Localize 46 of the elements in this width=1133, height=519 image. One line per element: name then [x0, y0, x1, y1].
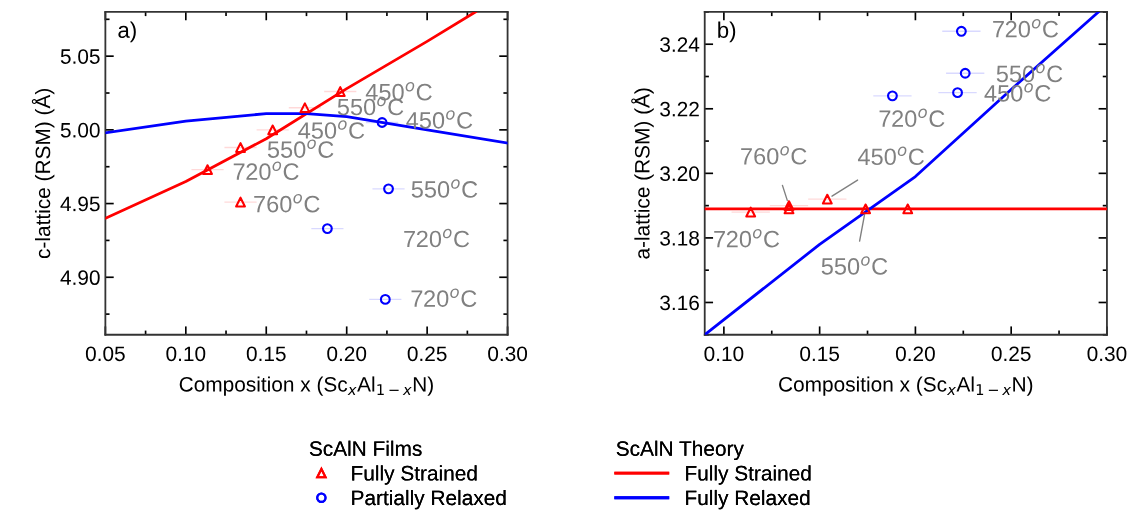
legend-label: Fully Relaxed	[686, 489, 810, 510]
y-tick-label: 3.24	[660, 37, 700, 52]
x-tick-label: 0.10	[166, 346, 206, 362]
legend-label: Fully Strained	[686, 465, 811, 485]
y-tick-label: 3.16	[660, 295, 699, 311]
y-axis-title: a-lattice (RSM) (Å)	[631, 88, 654, 259]
annotation: 760$^{o}$C	[741, 146, 807, 165]
text: ScAlN Theory	[616, 440, 744, 461]
annotation: 760$^{o}$C	[254, 193, 320, 213]
chart-title: a)	[118, 21, 136, 43]
y-tick-label: 3.22	[660, 101, 699, 117]
x-tick-label: 0.30	[1087, 346, 1127, 362]
annotation: 720$^{o}$C	[411, 288, 477, 307]
y-tick-label: 5.00	[60, 122, 100, 138]
x-axis-title: Composition x (Sc$_{x}$Al$_{1−x}$N)	[779, 376, 1033, 396]
annotation: 550$^{o}$C	[821, 256, 888, 275]
y-axis-title: c-lattice (RSM) (Å)	[31, 88, 55, 259]
annotation: 720$^{o}$C	[879, 108, 945, 128]
y-tick-label: 4.90	[60, 270, 100, 286]
y-tick-label: 5.05	[60, 49, 100, 64]
text: ScAlN Films	[309, 440, 422, 456]
annotation: 720$^{o}$C	[993, 19, 1059, 38]
annotation: 720$^{o}$C	[233, 161, 299, 181]
x-tick-label: 0.15	[800, 346, 840, 362]
x-tick-label: 0.30	[488, 346, 528, 362]
x-tick-label: 0.25	[991, 346, 1031, 362]
y-tick-label: 3.18	[660, 230, 699, 246]
chart-title: b)	[718, 21, 736, 43]
annotation: 450$^{o}$C	[406, 110, 473, 129]
x-tick-label: 0.05	[85, 346, 125, 362]
annotation: 720$^{o}$C	[404, 228, 470, 248]
legend-label: Partially Relaxed	[352, 489, 506, 510]
annotation: 550$^{o}$C	[411, 179, 478, 198]
annotation: 450$^{o}$C	[857, 146, 924, 166]
x-tick-label: 0.20	[327, 346, 367, 362]
annotation: 550$^{o}$C	[267, 139, 334, 158]
x-tick-label: 0.20	[895, 346, 935, 362]
y-tick-label: 4.95	[60, 196, 100, 212]
x-tick-label: 0.25	[407, 346, 447, 362]
annotation: 720$^{o}$C	[714, 228, 780, 248]
x-axis-title: Composition x (Sc$_{x}$Al$_{1−x}$N)	[179, 376, 433, 396]
x-tick-label: 0.15	[246, 346, 286, 362]
y-tick-label: 3.20	[660, 166, 700, 182]
annotation: 450$^{o}$C	[298, 120, 365, 139]
legend-label: Fully Strained	[352, 465, 477, 485]
x-tick-label: 0.10	[704, 346, 744, 362]
